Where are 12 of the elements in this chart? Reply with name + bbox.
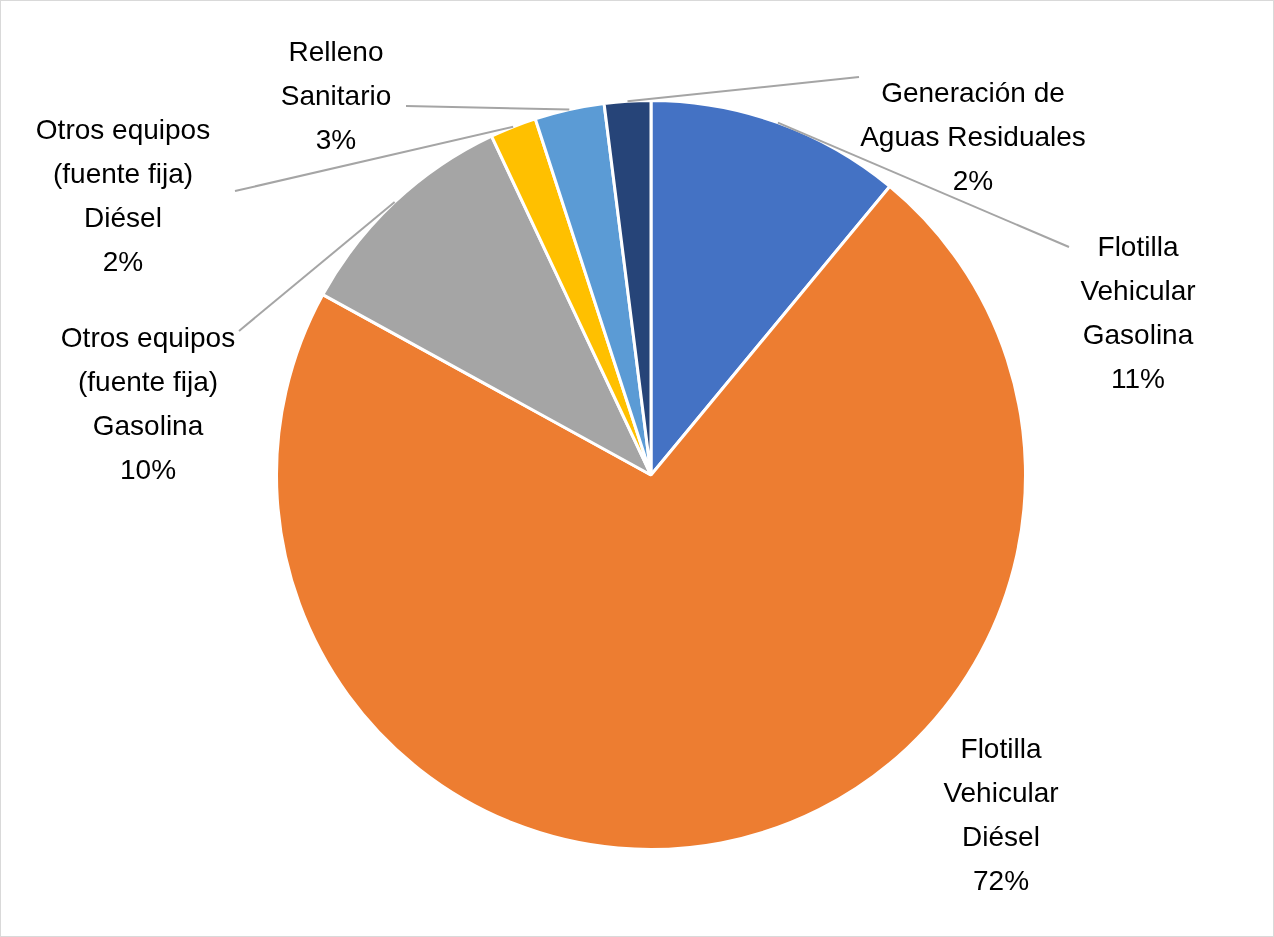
slice-label: Otros equipos (fuente fija) Gasolina: [60, 321, 236, 441]
data-label: 2%: [102, 245, 144, 277]
slice-label: Generación de Aguas Residuales: [860, 76, 1086, 152]
data-label: 10%: [119, 453, 177, 485]
slice-label: Flotilla Vehicular Gasolina: [1080, 230, 1196, 350]
slice-label: Otros equipos (fuente fija) Diésel: [35, 113, 211, 233]
data-label: 3%: [315, 123, 357, 155]
slice-label: Relleno Sanitario: [280, 35, 392, 111]
data-label: 72%: [972, 864, 1030, 896]
slice-label: Flotilla Vehicular Diésel: [943, 732, 1059, 852]
data-label: 2%: [952, 164, 994, 196]
data-label: 11%: [1111, 362, 1165, 394]
